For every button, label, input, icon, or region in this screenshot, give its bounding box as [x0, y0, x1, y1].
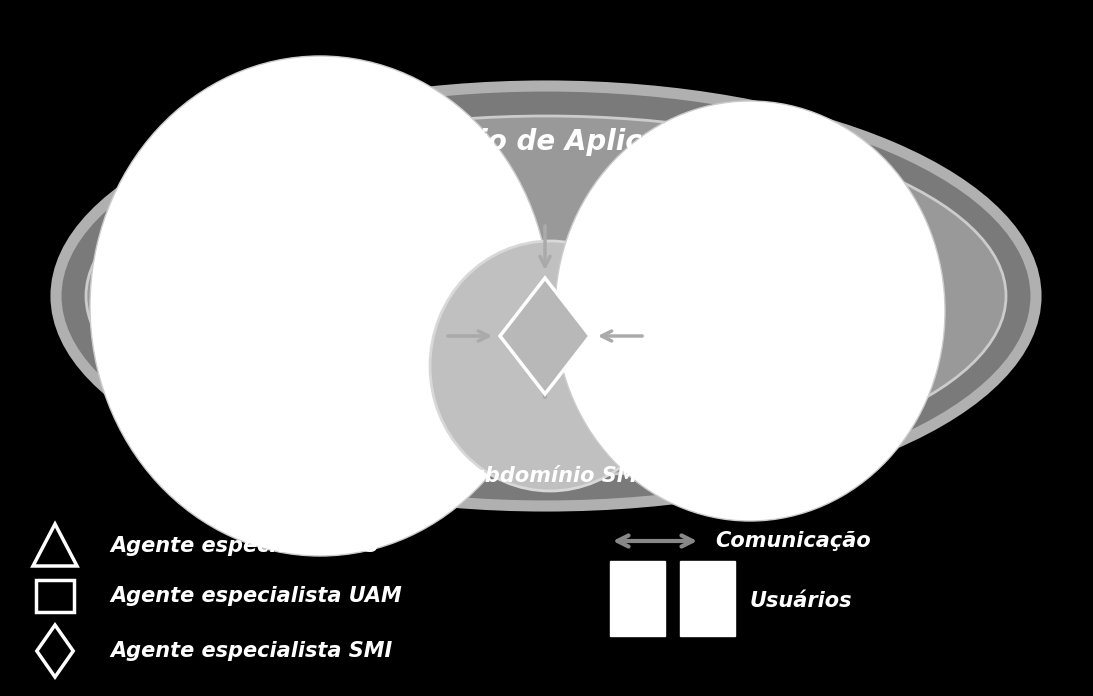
- Text: Domínio de Aplicação: Domínio de Aplicação: [377, 127, 715, 155]
- Polygon shape: [500, 278, 590, 394]
- Ellipse shape: [86, 116, 1006, 476]
- Ellipse shape: [430, 241, 670, 491]
- Text: Usuários: Usuários: [750, 591, 853, 611]
- Bar: [610, 561, 665, 636]
- Text: Agente especialista PS: Agente especialista PS: [110, 536, 379, 556]
- Ellipse shape: [90, 56, 550, 556]
- Text: Comunicação: Comunicação: [715, 531, 871, 551]
- Text: Agente especialista UAM: Agente especialista UAM: [110, 586, 402, 606]
- Ellipse shape: [56, 86, 1036, 506]
- Text: Subdomínio SMI: Subdomínio SMI: [455, 466, 645, 486]
- Bar: [36, 580, 74, 612]
- Text: Agente especialista SMI: Agente especialista SMI: [110, 641, 392, 661]
- Ellipse shape: [555, 101, 945, 521]
- Bar: [680, 561, 734, 636]
